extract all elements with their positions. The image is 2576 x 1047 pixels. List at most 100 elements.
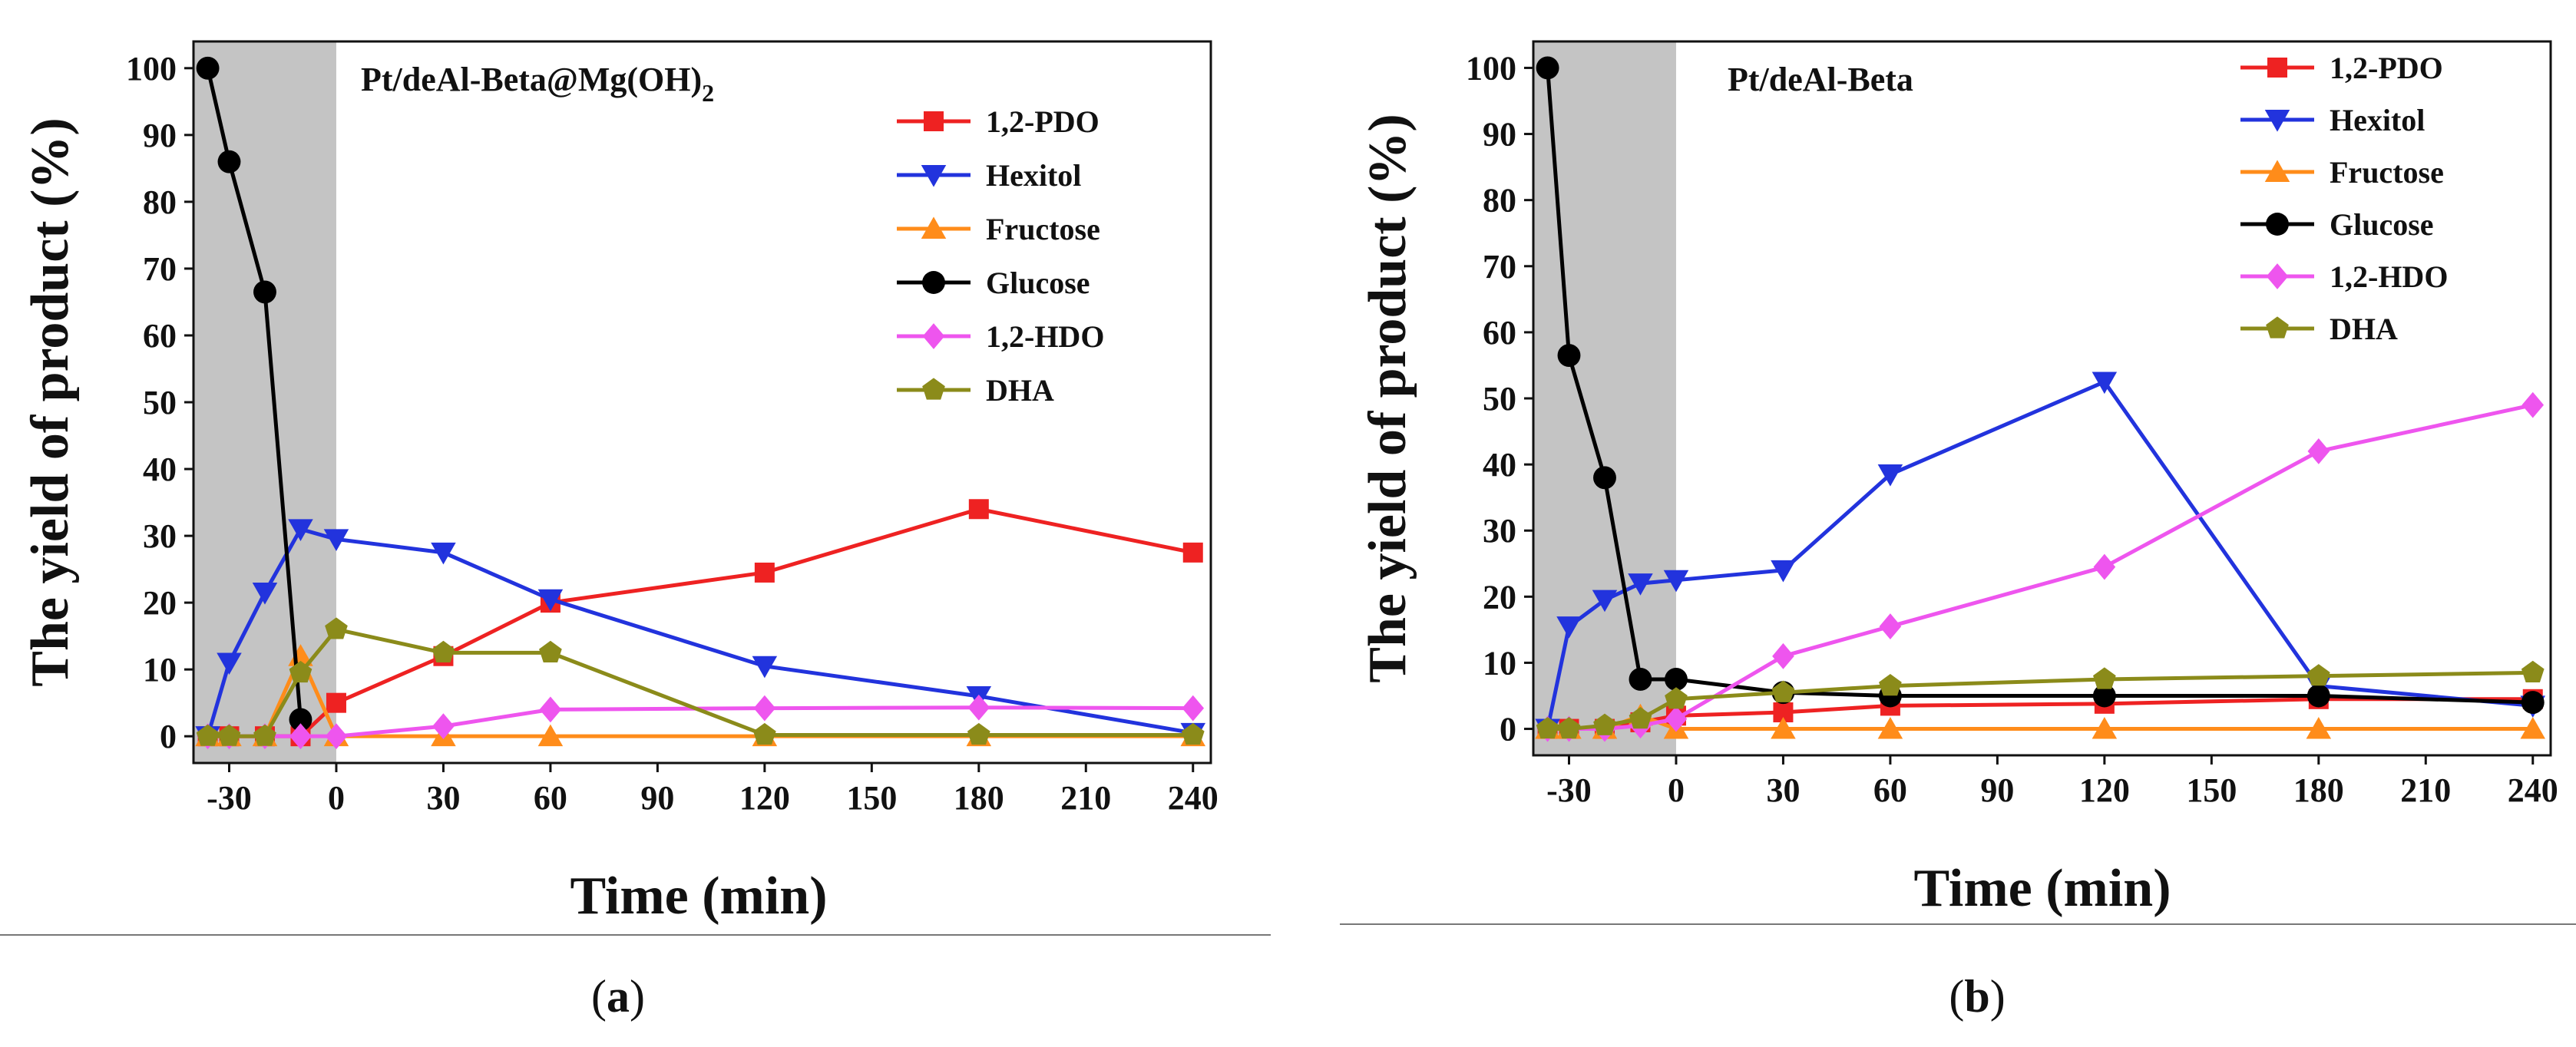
legend-marker [2266,316,2289,339]
y-tick-label: 90 [1483,116,1516,154]
shaded-region [193,41,336,763]
legend-item: Fructose [897,212,1100,246]
legend-item: 1,2-PDO [2240,51,2443,85]
legend-item: 1,2-HDO [2240,259,2448,294]
x-tick-label: 150 [2186,771,2237,809]
series-line [1546,379,2533,730]
data-point [539,640,562,663]
plot-title-main: Pt/deAl-Beta@Mg(OH) [361,61,702,98]
data-point [537,724,564,747]
data-point [196,56,220,80]
data-point [2521,391,2545,418]
y-tick-label: 80 [1483,182,1516,220]
data-point [1182,542,1203,563]
data-point [753,695,776,722]
series-line [207,627,1193,738]
data-point [325,723,348,750]
plot-title-main: Pt/deAl-Beta [1728,61,1913,98]
data-point [1665,668,1688,691]
data-point [253,724,276,746]
legend-marker [2267,58,2287,78]
y-tick-label: 50 [1483,380,1516,418]
data-point [1877,464,1903,487]
data-point [1628,573,1653,596]
data-point [217,652,242,675]
data-point [1665,705,1688,732]
chart-panel-a: -30 0 30 60 90 120 150 180 210 240 0 10 20 30 40 50 60 70… [0,40,1271,1022]
legend-marker [2264,110,2290,132]
series-hexitol [1535,372,2546,741]
series-dha [1536,660,2545,739]
data-point [967,694,990,721]
y-axis-title: The yield of product (%) [1358,114,1417,683]
y-tick-label: 70 [1483,248,1516,286]
data-point [968,499,989,520]
legend-label: 1,2-PDO [986,104,1100,139]
data-point [196,724,220,746]
chart-panel-b: -30 0 30 60 90 120 150 180 210 240 0 10 20 30 40 50 60 70… [1340,40,2576,1022]
legend-label: DHA [2330,312,2398,346]
series-line [1547,670,2533,732]
x-tick-label: 60 [534,779,567,817]
legend-item: Hexitol [2240,103,2425,137]
caption-paren-open: ( [1949,971,1964,1022]
data-point [1536,56,1559,80]
legend-label: 1,2-HDO [986,319,1104,354]
data-point [2521,660,2545,682]
series-line [206,527,1194,737]
data-point [1877,716,1903,739]
legend-marker [922,323,945,349]
data-point [1663,570,1689,593]
data-point [752,656,778,679]
caption-letter: b [1964,971,1989,1022]
legend-item: Glucose [897,266,1090,300]
plot-title: Pt/deAl-Beta [1728,61,1913,98]
series-line [206,68,303,720]
legend-marker [924,111,944,131]
y-tick-label: 70 [143,250,177,288]
y-tick-label: 20 [143,584,177,622]
y-tick-label: 40 [143,451,177,488]
legend-item: Fructose [2240,155,2444,190]
y-tick-label: 100 [1466,49,1516,87]
data-point [1771,560,1796,583]
legend-marker [922,271,945,294]
series-hexitol [195,519,1206,748]
data-point [1181,722,1205,745]
series-glucose [196,56,312,732]
x-tick-label: -30 [1546,771,1592,809]
series-fructose [1535,703,2546,739]
x-tick-label: 0 [1668,771,1685,809]
data-point [217,724,241,746]
series-dha [196,617,1205,746]
y-tick-label: 40 [1483,446,1516,484]
data-point [288,519,313,541]
x-tick-label: 150 [846,779,897,817]
y-tick-label: 60 [143,317,177,355]
data-point [217,150,241,173]
x-tick-label: 120 [2079,771,2130,809]
data-point [431,542,456,565]
data-point [2092,684,2116,708]
legend-label: Fructose [2330,155,2444,190]
x-tick-label: -30 [207,779,252,817]
legend-label: Hexitol [2330,103,2425,137]
y-tick-label: 100 [126,50,177,88]
data-point [1665,687,1688,709]
caption-letter: a [607,971,630,1022]
data-point [253,280,276,304]
x-tick-label: 120 [739,779,790,817]
data-point [1592,590,1618,613]
x-tick-label: 180 [2293,771,2344,809]
data-point [537,589,564,612]
caption-paren-close: ) [630,971,645,1022]
legend-item: Glucose [2240,207,2434,242]
legend-marker [2264,160,2290,182]
data-point [326,692,346,713]
y-tick-label: 10 [143,651,177,689]
data-point [432,640,455,663]
legend-marker [2266,213,2289,236]
data-point [1879,673,1902,696]
data-point [1557,716,1581,739]
legend-label: DHA [986,373,1054,408]
